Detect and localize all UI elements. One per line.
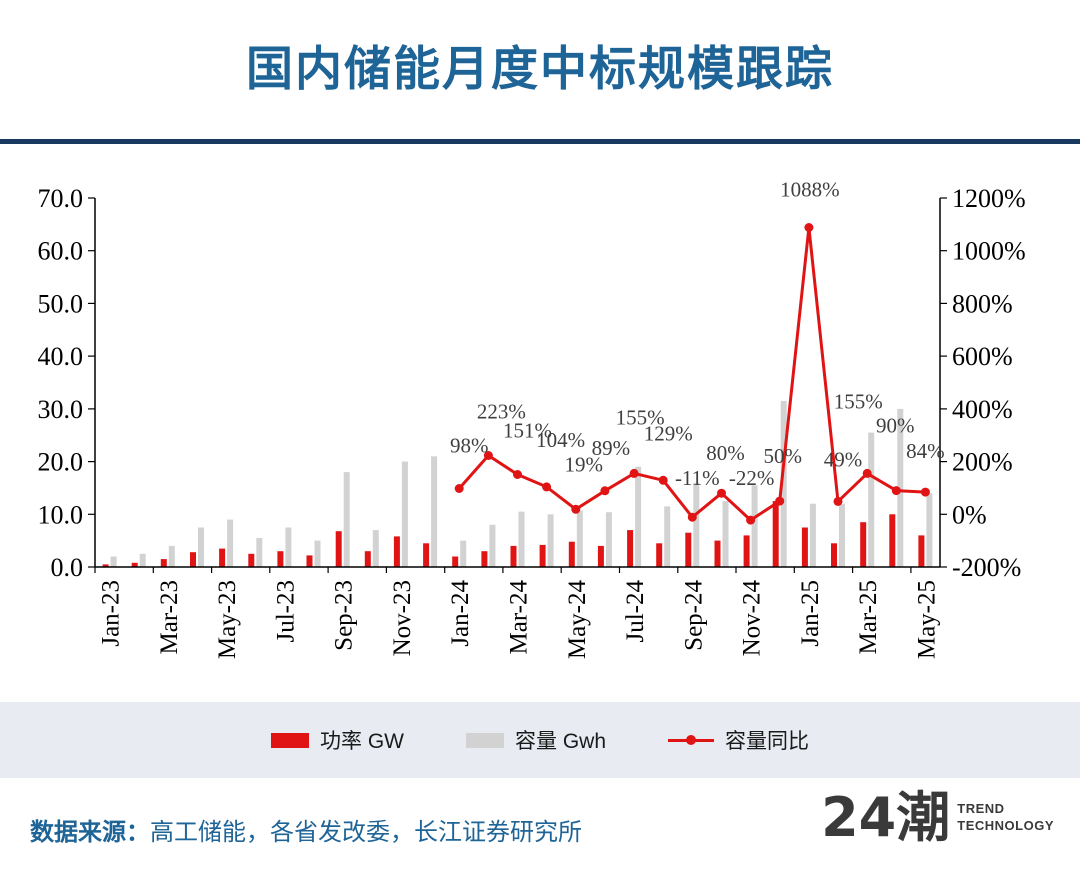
- logo-24chao: 24潮: [821, 786, 951, 849]
- svg-text:49%: 49%: [824, 447, 863, 471]
- svg-text:-200%: -200%: [952, 553, 1021, 582]
- chart-svg: 0.0 10.0 20.0 30.0 40.0 50.0 60.0 70.0 -200% 0% 20…: [38, 178, 1026, 660]
- svg-text:90%: 90%: [876, 414, 915, 438]
- svg-text:Jan-23: Jan-23: [98, 580, 125, 647]
- svg-text:19%: 19%: [565, 452, 604, 476]
- data-source-text: 高工储能，各省发改委，长江证券研究所: [150, 819, 582, 846]
- yoy-line-group: [454, 223, 930, 525]
- svg-text:0.0: 0.0: [51, 553, 84, 582]
- svg-text:200%: 200%: [952, 448, 1013, 477]
- svg-text:151%: 151%: [503, 419, 552, 443]
- legend-item-capacity-yoy: 容量同比: [668, 725, 809, 755]
- svg-text:20.0: 20.0: [38, 448, 84, 477]
- svg-text:60.0: 60.0: [38, 237, 84, 266]
- yoy-point-labels-group: 98%223%151%104%19%89%155%129%-11%80%-22%…: [450, 178, 945, 491]
- svg-text:70.0: 70.0: [38, 184, 84, 213]
- svg-text:Mar-25: Mar-25: [855, 580, 882, 654]
- chart-area: 0.0 10.0 20.0 30.0 40.0 50.0 60.0 70.0 -200% 0% 20…: [0, 170, 1080, 700]
- svg-text:Jul-23: Jul-23: [272, 580, 299, 643]
- line-dot-icon: [686, 735, 696, 745]
- svg-text:600%: 600%: [952, 342, 1013, 371]
- legend-label-yoy: 容量同比: [725, 730, 809, 753]
- line-marker-swatch-icon: [668, 735, 714, 745]
- svg-text:Jan-25: Jan-25: [797, 580, 824, 647]
- svg-text:-11%: -11%: [675, 466, 720, 490]
- legend-item-capacity-gwh: 容量 Gwh: [465, 725, 606, 755]
- logo-subtext: TREND TECHNOLOGY: [957, 801, 1054, 835]
- brand-logo: 24潮 TREND TECHNOLOGY: [821, 791, 1054, 845]
- svg-text:1200%: 1200%: [952, 184, 1026, 213]
- svg-text:89%: 89%: [592, 436, 631, 460]
- svg-text:223%: 223%: [477, 400, 526, 424]
- svg-text:84%: 84%: [906, 439, 945, 463]
- svg-text:10.0: 10.0: [38, 500, 84, 529]
- svg-text:155%: 155%: [834, 389, 883, 413]
- svg-text:1088%: 1088%: [780, 178, 840, 202]
- chart-legend: 功率 GW 容量 Gwh 容量同比: [0, 702, 1080, 778]
- page-title: 国内储能月度中标规模跟踪: [246, 42, 834, 95]
- bars-group: [102, 400, 933, 567]
- axis-labels-group: 0.0 10.0 20.0 30.0 40.0 50.0 60.0 70.0 -200% 0% 20…: [38, 184, 1026, 659]
- svg-text:May-25: May-25: [913, 580, 940, 659]
- svg-text:1000%: 1000%: [952, 237, 1026, 266]
- svg-text:Mar-23: Mar-23: [156, 580, 183, 654]
- svg-text:0%: 0%: [952, 500, 987, 529]
- svg-text:Mar-24: Mar-24: [506, 580, 533, 655]
- svg-text:400%: 400%: [952, 395, 1013, 424]
- data-source: 数据来源：高工储能，各省发改委，长江证券研究所: [30, 812, 582, 847]
- svg-text:Nov-23: Nov-23: [389, 580, 416, 656]
- svg-text:98%: 98%: [450, 434, 489, 458]
- svg-text:155%: 155%: [616, 405, 665, 429]
- legend-label-power: 功率 GW: [319, 730, 404, 753]
- svg-text:Sep-24: Sep-24: [680, 580, 707, 651]
- power-bar-swatch-icon: [270, 732, 309, 748]
- svg-text:30.0: 30.0: [38, 395, 84, 424]
- legend-label-capacity: 容量 Gwh: [514, 730, 606, 753]
- svg-text:May-23: May-23: [214, 580, 241, 659]
- title-divider-rule: [0, 139, 1080, 144]
- svg-text:80%: 80%: [706, 441, 745, 465]
- svg-text:Jan-24: Jan-24: [447, 580, 474, 647]
- svg-text:129%: 129%: [644, 421, 693, 445]
- svg-text:40.0: 40.0: [38, 342, 84, 371]
- svg-text:50.0: 50.0: [38, 289, 84, 318]
- svg-text:50%: 50%: [763, 444, 802, 468]
- logo-subtext-line2: TECHNOLOGY: [957, 818, 1054, 833]
- data-source-label: 数据来源：: [30, 819, 150, 846]
- svg-text:-22%: -22%: [729, 466, 775, 490]
- svg-text:Sep-23: Sep-23: [331, 580, 358, 651]
- svg-text:104%: 104%: [536, 428, 585, 452]
- svg-text:May-24: May-24: [564, 580, 591, 660]
- capacity-bar-swatch-icon: [465, 732, 504, 748]
- axes-group: [94, 198, 941, 573]
- legend-item-power-gw: 功率 GW: [270, 725, 404, 755]
- svg-text:Jul-24: Jul-24: [622, 580, 649, 643]
- svg-text:800%: 800%: [952, 289, 1013, 318]
- logo-subtext-line1: TREND: [957, 801, 1005, 817]
- svg-text:Nov-24: Nov-24: [739, 580, 766, 657]
